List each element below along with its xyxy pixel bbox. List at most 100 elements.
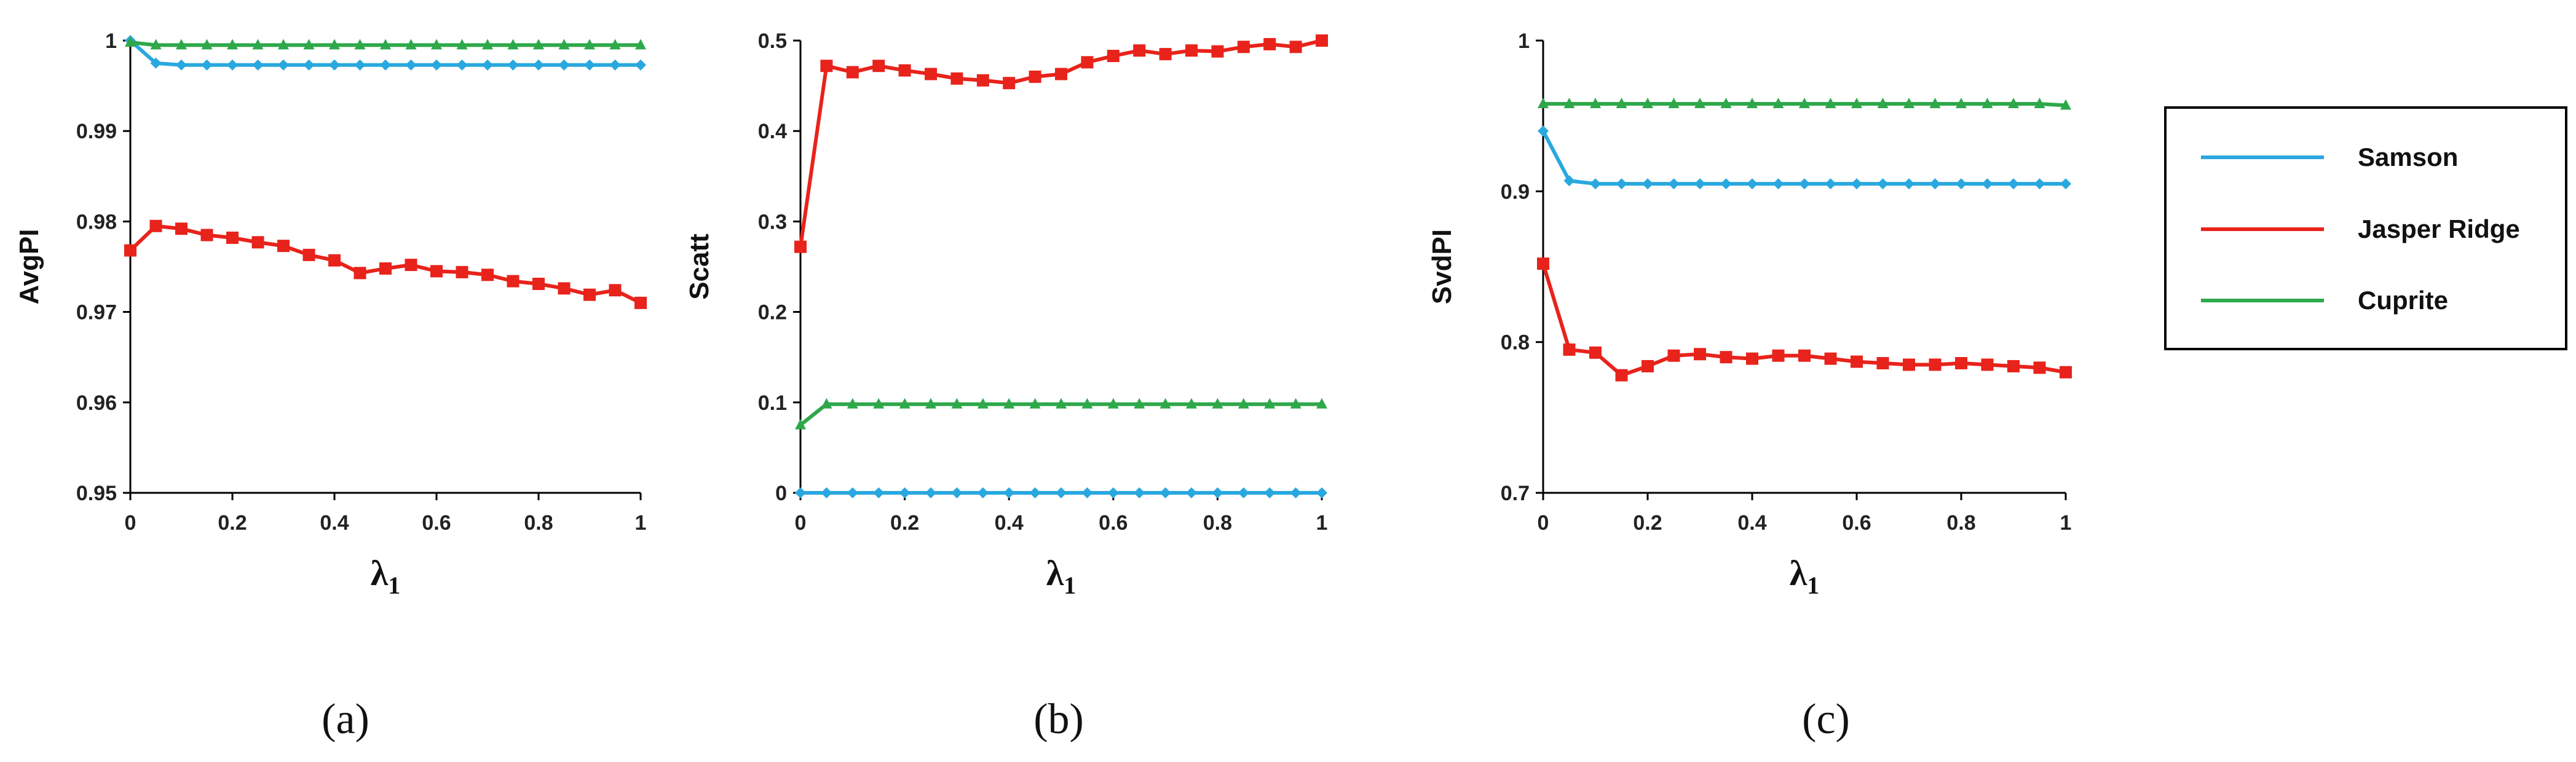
data-point-samson-c <box>2060 178 2071 190</box>
y-tick-label-a: 0.95 <box>76 482 117 505</box>
data-point-cuprite-b <box>1134 398 1145 409</box>
legend-label-cuprite: Cuprite <box>2358 286 2448 315</box>
data-point-jasper-ridge-c <box>2060 366 2072 379</box>
data-point-cuprite-a <box>252 39 264 50</box>
panel-label-b: (b) <box>1033 696 1084 743</box>
data-point-cuprite-a <box>507 39 519 50</box>
data-point-jasper-ridge-a <box>175 222 188 235</box>
data-point-samson-a <box>558 59 570 71</box>
data-point-jasper-ridge-a <box>532 277 545 290</box>
data-point-cuprite-b <box>1003 398 1015 409</box>
x-tick-label-a: 0 <box>125 511 136 535</box>
x-axis-subscript-a: 1 <box>388 572 400 599</box>
data-point-cuprite-c <box>1956 98 1967 109</box>
data-point-samson-b <box>795 487 806 498</box>
data-point-cuprite-c <box>1747 98 1758 109</box>
data-point-samson-a <box>354 59 366 71</box>
data-point-cuprite-c <box>2060 99 2071 110</box>
data-point-samson-b <box>821 487 832 498</box>
data-point-samson-b <box>977 487 989 498</box>
data-point-samson-b <box>1290 487 1302 498</box>
y-axis-label-c: SvdPI <box>1427 229 1457 304</box>
data-point-samson-b <box>1056 487 1067 498</box>
data-point-samson-c <box>1903 178 1914 190</box>
data-point-jasper-ridge-b <box>898 64 911 77</box>
y-tick-label-b: 0 <box>775 482 787 505</box>
data-point-cuprite-c <box>1538 98 1549 109</box>
data-point-jasper-ridge-c <box>1642 359 1654 372</box>
data-point-cuprite-a <box>431 39 442 50</box>
data-point-samson-b <box>899 487 911 498</box>
data-point-samson-b <box>1003 487 1015 498</box>
panel-label-c: (c) <box>1802 696 1850 743</box>
data-point-samson-a <box>227 59 238 71</box>
x-axis-symbol-b: λ <box>1046 553 1064 593</box>
data-point-jasper-ridge-c <box>1589 346 1602 359</box>
data-point-cuprite-c <box>1825 98 1836 109</box>
data-point-jasper-ridge-c <box>1981 358 1994 371</box>
x-tick-label-a: 0.8 <box>524 511 553 535</box>
data-point-cuprite-c <box>1590 98 1601 109</box>
data-point-jasper-ridge-b <box>1133 44 1146 57</box>
data-point-samson-c <box>1538 125 1549 137</box>
data-point-cuprite-b <box>1290 398 1302 409</box>
chart-a: 0.95 0.96 0.97 0.98 0.99 1 0 0.2 0.4 0.6 0.8 1 AvgPI… <box>14 29 647 599</box>
data-point-samson-c <box>1616 178 1627 190</box>
data-point-cuprite-a <box>125 36 136 47</box>
data-point-cuprite-c <box>1851 98 1862 109</box>
y-tick-label-c: 0.9 <box>1501 180 1530 203</box>
data-point-jasper-ridge-a <box>634 296 647 309</box>
data-point-samson-b <box>873 487 885 498</box>
data-point-samson-c <box>1642 178 1653 190</box>
data-point-samson-a <box>609 59 621 71</box>
data-point-samson-c <box>1694 178 1705 190</box>
data-point-jasper-ridge-a <box>328 254 341 267</box>
data-point-jasper-ridge-b <box>846 66 859 79</box>
x-tick-label-c: 0.8 <box>1946 511 1975 535</box>
data-point-cuprite-b <box>1160 398 1171 409</box>
data-point-cuprite-c <box>2034 98 2045 109</box>
legend-label-samson: Samson <box>2358 143 2458 171</box>
x-tick-label-c: 0.4 <box>1737 511 1766 535</box>
x-tick-label-c: 1 <box>2060 511 2072 535</box>
data-point-jasper-ridge-a <box>226 231 239 244</box>
data-point-samson-a <box>380 59 391 71</box>
legend-label-jasper-ridge: Jasper Ridge <box>2358 214 2520 243</box>
data-point-cuprite-b <box>925 398 936 409</box>
y-tick-label-b: 0.1 <box>758 391 787 415</box>
y-tick-label-b: 0.2 <box>758 301 787 324</box>
data-point-cuprite-a <box>533 39 544 50</box>
data-point-samson-c <box>1877 178 1889 190</box>
x-tick-label-b: 0.8 <box>1203 511 1232 535</box>
data-point-jasper-ridge-c <box>1694 348 1706 361</box>
data-point-samson-a <box>176 59 187 71</box>
data-point-samson-b <box>1264 487 1276 498</box>
data-point-cuprite-a <box>635 39 646 50</box>
x-tick-label-a: 0.2 <box>218 511 247 535</box>
y-tick-label-a: 0.97 <box>76 301 117 324</box>
data-point-jasper-ridge-b <box>1159 48 1172 61</box>
data-point-cuprite-a <box>201 39 213 50</box>
x-axis-label-c: λ1 <box>1790 553 1820 599</box>
data-point-jasper-ridge-a <box>481 269 494 281</box>
data-point-cuprite-a <box>380 39 391 50</box>
x-axis-subscript-c: 1 <box>1807 572 1819 599</box>
x-tick-label-b: 0 <box>795 511 807 535</box>
data-point-cuprite-b <box>873 398 885 409</box>
data-point-samson-b <box>1107 487 1119 498</box>
data-point-cuprite-a <box>278 39 289 50</box>
data-point-cuprite-c <box>1981 98 1993 109</box>
data-point-jasper-ridge-c <box>1615 369 1628 382</box>
data-point-jasper-ridge-a <box>302 248 315 261</box>
data-point-cuprite-c <box>1694 98 1705 109</box>
data-point-cuprite-a <box>558 39 570 50</box>
data-point-jasper-ridge-b <box>925 68 937 81</box>
data-point-samson-b <box>1029 487 1041 498</box>
data-point-cuprite-b <box>795 418 806 430</box>
data-point-samson-a <box>431 59 442 71</box>
data-point-cuprite-c <box>1563 98 1575 109</box>
y-tick-label-a: 0.98 <box>76 210 117 234</box>
y-tick-label-c: 1 <box>1518 29 1530 53</box>
